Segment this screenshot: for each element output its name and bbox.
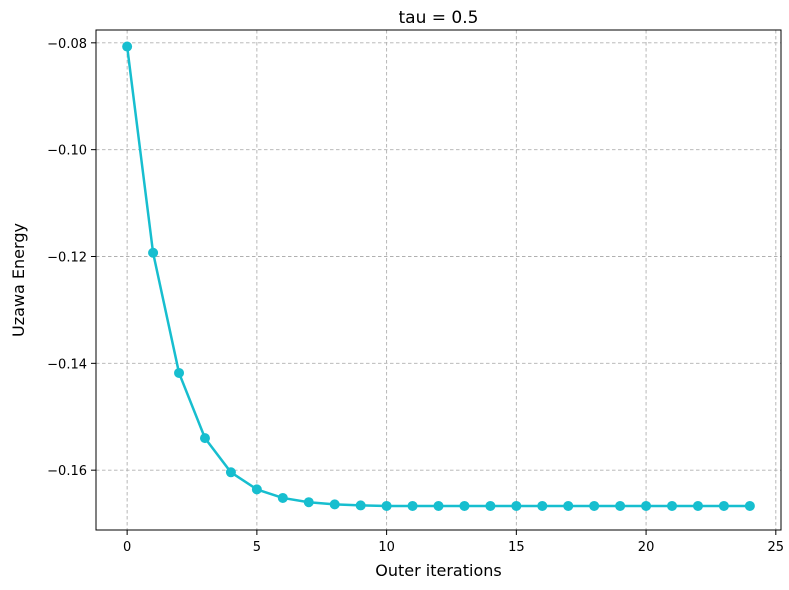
series-layer <box>122 41 755 511</box>
data-point <box>563 500 574 511</box>
data-point <box>667 500 678 511</box>
data-point <box>718 500 729 511</box>
data-point <box>433 500 444 511</box>
data-point <box>459 500 470 511</box>
data-point <box>303 497 314 508</box>
data-point <box>511 500 522 511</box>
x-tick-label: 20 <box>638 540 655 555</box>
data-point <box>692 500 703 511</box>
data-point <box>174 367 185 378</box>
x-tick-label: 15 <box>508 540 525 555</box>
data-point <box>251 484 262 495</box>
data-point <box>407 500 418 511</box>
data-point <box>589 500 600 511</box>
x-tick-label: 10 <box>378 540 395 555</box>
x-tick-label: 0 <box>123 540 131 555</box>
data-point <box>744 500 755 511</box>
data-point <box>355 500 366 511</box>
data-point <box>381 500 392 511</box>
y-tick-label: −0.10 <box>47 144 87 159</box>
data-point <box>277 492 288 503</box>
data-point <box>329 499 340 510</box>
plot-frame <box>95 29 782 531</box>
chart-title: tau = 0.5 <box>399 8 479 28</box>
data-point <box>485 500 496 511</box>
y-tick-label: −0.08 <box>47 37 87 52</box>
y-tick-label: −0.14 <box>47 357 87 372</box>
data-point <box>148 247 159 258</box>
series-line <box>125 46 750 508</box>
data-point <box>537 500 548 511</box>
data-point <box>615 500 626 511</box>
grid-layer <box>96 30 781 530</box>
data-point <box>641 500 652 511</box>
data-point <box>225 467 236 478</box>
x-tick-label: 25 <box>768 540 785 555</box>
data-point <box>122 41 133 52</box>
y-tick-label: −0.12 <box>47 250 87 265</box>
ticks-layer: 0 5 10 15 20 25 −0.08 −0.10 −0.12 −0.14 −0.16 <box>47 37 784 555</box>
x-axis-label: Outer iterations <box>375 561 501 580</box>
data-point <box>199 433 210 444</box>
y-axis-label: Uzawa Energy <box>9 223 28 337</box>
x-tick-label: 5 <box>253 540 261 555</box>
y-tick-label: −0.16 <box>47 464 87 479</box>
